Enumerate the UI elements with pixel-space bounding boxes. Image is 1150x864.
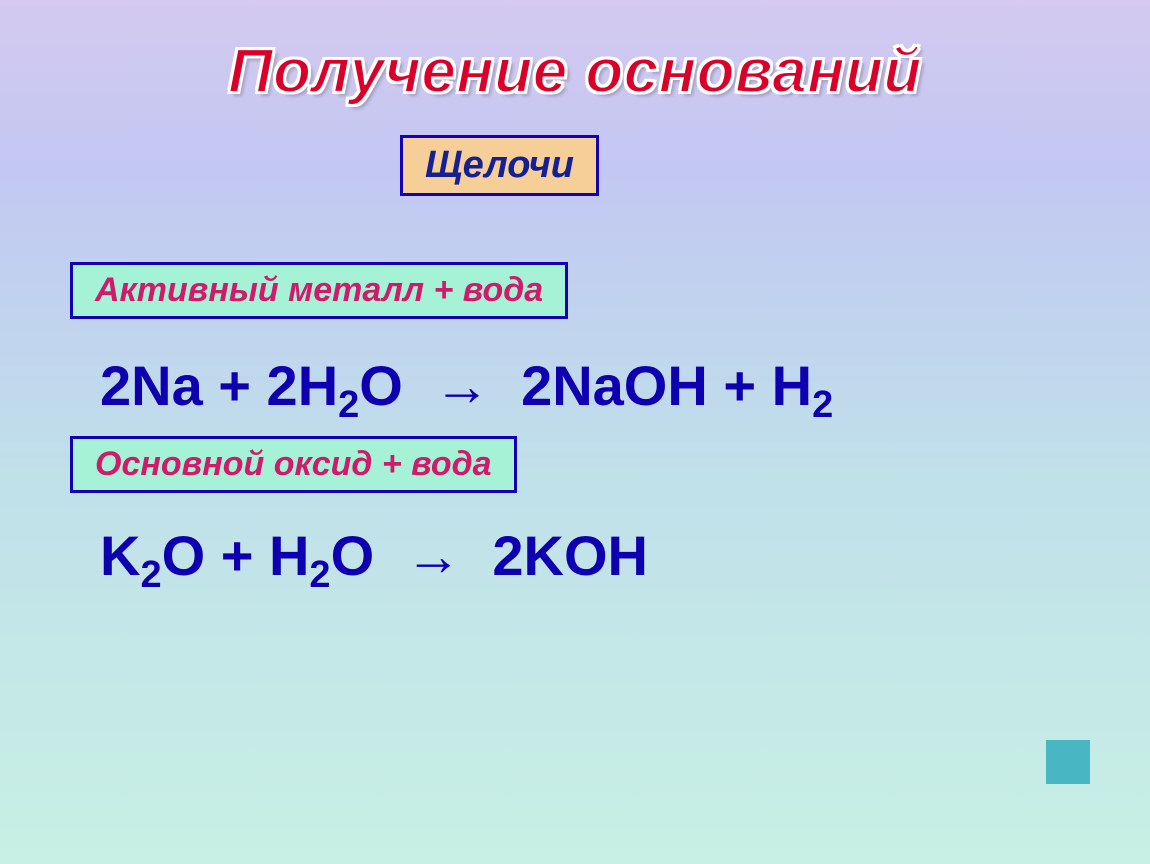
section1-label: Активный металл + вода: [70, 262, 568, 319]
section2-formula: K2O + H2O → 2KOH: [100, 523, 1150, 588]
slide: Получение оснований Щелочи Активный мета…: [0, 0, 1150, 864]
decorative-square: [1046, 740, 1090, 784]
subtitle-box: Щелочи: [400, 135, 599, 196]
section1-formula: 2Na + 2H2O → 2NaOH + H2: [100, 353, 1150, 418]
section2-label: Основной оксид + вода: [70, 436, 517, 493]
slide-title: Получение оснований: [0, 36, 1150, 107]
